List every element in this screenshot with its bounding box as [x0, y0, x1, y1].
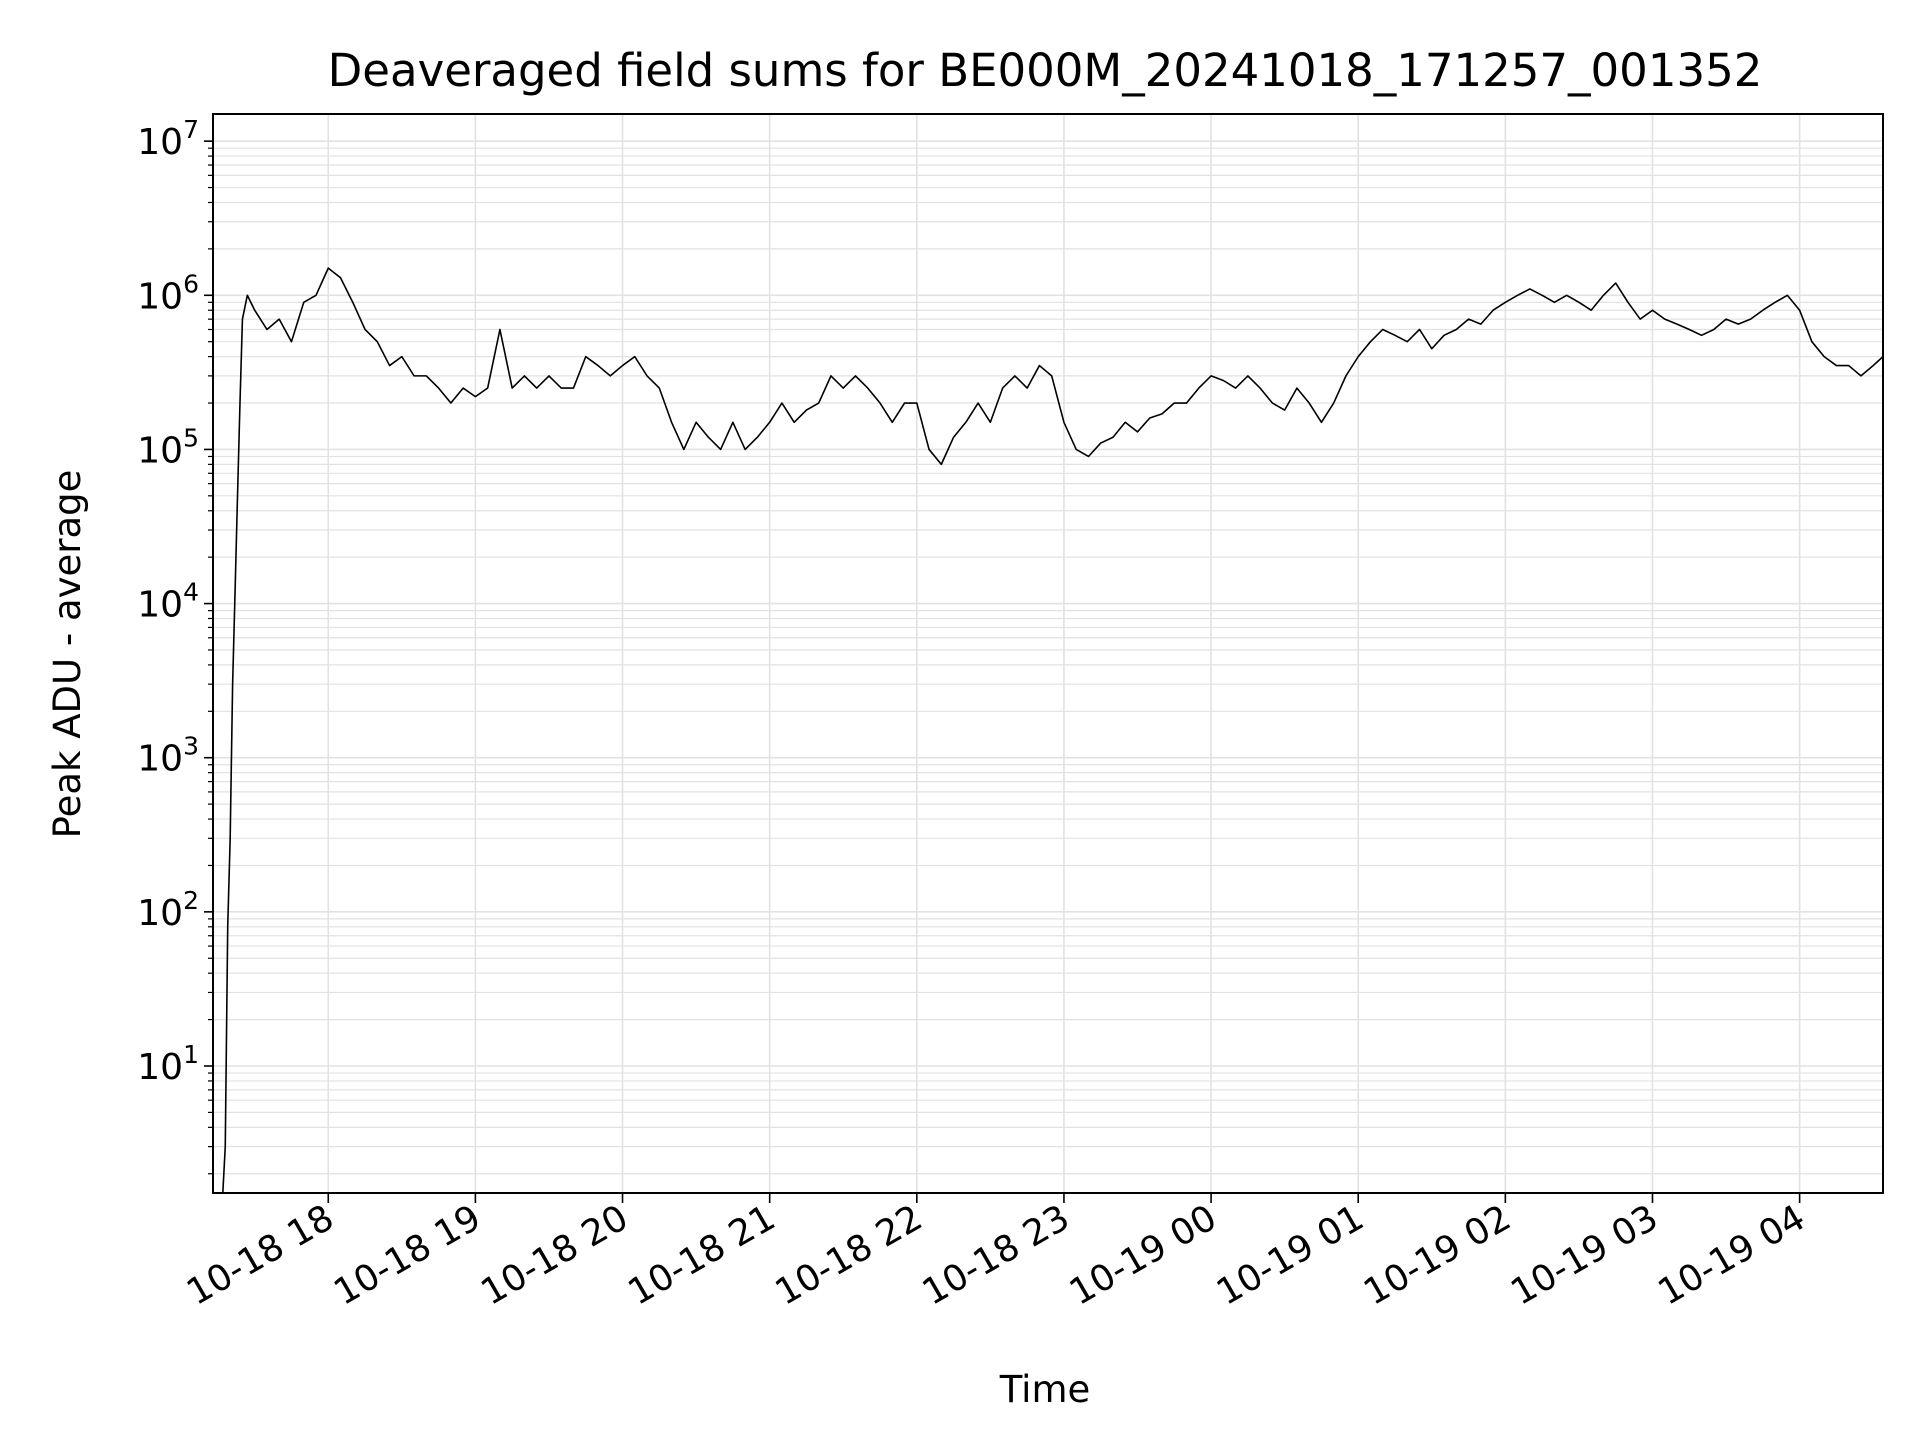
- y-tick-label-exponent: 5: [183, 423, 199, 452]
- y-tick-label-base: 10: [137, 739, 183, 780]
- chart-title: Deaveraged field sums for BE000M_2024101…: [328, 44, 1763, 97]
- y-tick-label: 106: [137, 269, 199, 317]
- x-tick-label: 10-18 23: [916, 1197, 1077, 1313]
- x-tick-label: 10-18 19: [327, 1197, 488, 1313]
- y-tick-label: 101: [137, 1040, 199, 1088]
- y-tick-label-base: 10: [137, 122, 183, 163]
- y-tick-label: 107: [137, 115, 199, 163]
- y-tick-label-exponent: 1: [183, 1040, 199, 1069]
- y-tick-label-exponent: 4: [183, 578, 199, 607]
- x-tick-label: 10-19 03: [1504, 1197, 1665, 1313]
- y-axis-label: Peak ADU - average: [46, 470, 89, 839]
- y-tick-label: 102: [137, 886, 199, 934]
- y-tick-label-exponent: 6: [183, 269, 199, 298]
- y-tick-label: 104: [137, 578, 199, 626]
- y-tick-label-exponent: 2: [183, 886, 199, 915]
- x-tick-label: 10-18 18: [180, 1197, 341, 1313]
- x-tick-label: 10-18 21: [621, 1197, 782, 1313]
- y-tick-label-base: 10: [137, 1047, 183, 1088]
- x-tick-label: 10-19 02: [1357, 1197, 1518, 1313]
- y-tick-label-exponent: 3: [183, 732, 199, 761]
- series-line: [222, 267, 1884, 1194]
- y-tick-label-base: 10: [137, 585, 183, 626]
- series-layer: [222, 267, 1884, 1194]
- x-tick-label: 10-19 01: [1210, 1197, 1371, 1313]
- grid-layer: [213, 114, 1883, 1193]
- x-tick-label: 10-19 04: [1651, 1197, 1812, 1313]
- y-tick-label-base: 10: [137, 893, 183, 934]
- y-tick-label-base: 10: [137, 430, 183, 471]
- x-tick-label: 10-19 00: [1063, 1197, 1224, 1313]
- y-tick-label: 103: [137, 732, 199, 780]
- y-tick-label-exponent: 7: [183, 115, 199, 144]
- plot-frame: [212, 113, 1884, 1194]
- x-axis-label: Time: [999, 1368, 1091, 1411]
- x-tick-label: 10-18 22: [769, 1197, 930, 1313]
- x-tick-label: 10-18 20: [474, 1197, 635, 1313]
- y-tick-label: 105: [137, 423, 199, 471]
- y-tick-label-base: 10: [137, 276, 183, 317]
